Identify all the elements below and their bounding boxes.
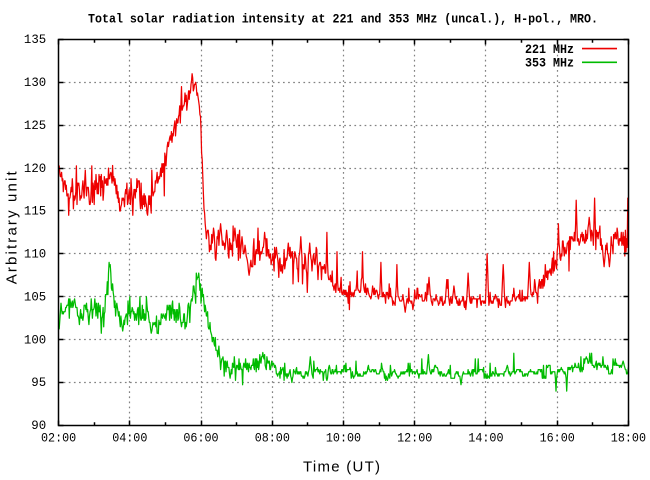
- svg-text:135: 135: [24, 32, 46, 47]
- svg-text:06:00: 06:00: [183, 431, 218, 446]
- svg-text:12:00: 12:00: [397, 431, 432, 446]
- svg-text:Time (UT): Time (UT): [303, 459, 380, 476]
- svg-text:110: 110: [24, 247, 46, 262]
- svg-text:14:00: 14:00: [468, 431, 503, 446]
- svg-text:Total solar radiation intensit: Total solar radiation intensity at 221 a…: [88, 12, 598, 27]
- svg-text:120: 120: [24, 161, 46, 176]
- svg-text:125: 125: [24, 118, 46, 133]
- svg-text:16:00: 16:00: [540, 431, 575, 446]
- svg-text:08:00: 08:00: [255, 431, 290, 446]
- svg-text:18:00: 18:00: [611, 431, 646, 446]
- svg-text:115: 115: [24, 204, 46, 219]
- svg-text:100: 100: [24, 332, 46, 347]
- svg-text:04:00: 04:00: [112, 431, 147, 446]
- svg-text:353 MHz: 353 MHz: [525, 56, 574, 71]
- svg-text:10:00: 10:00: [326, 431, 361, 446]
- svg-text:221 MHz: 221 MHz: [525, 42, 574, 57]
- svg-text:130: 130: [24, 75, 46, 90]
- svg-text:90: 90: [31, 418, 46, 433]
- svg-text:105: 105: [24, 289, 46, 304]
- svg-text:95: 95: [31, 375, 46, 390]
- svg-text:02:00: 02:00: [41, 431, 76, 446]
- svg-text:Arbitrary unit: Arbitrary unit: [4, 170, 21, 284]
